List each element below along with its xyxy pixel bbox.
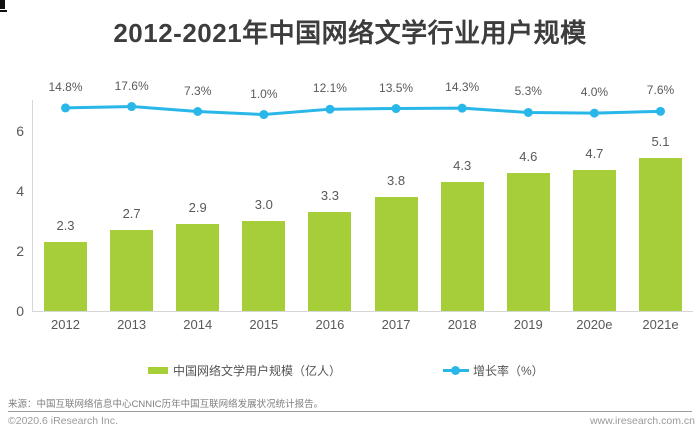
footer-copyright: ©2020.6 iResearch Inc. [8,415,118,427]
growth-label-2015: 1.0% [250,86,278,101]
growth-point-2012 [61,103,70,113]
growth-label-2021e: 7.6% [646,83,675,98]
bar-value-label-2017: 3.8 [387,173,406,188]
growth-point-2019 [523,107,533,117]
bar-value-label-2014: 2.9 [188,200,207,215]
bar-2016 [308,212,352,311]
bar-value-label-2018: 4.3 [453,158,472,173]
bar-value-label-2012: 2.3 [56,218,75,233]
growth-label-2018: 14.3% [445,80,480,95]
growth-label-2012: 14.8% [48,79,83,94]
x-axis-label-2016: 2016 [315,317,345,332]
legend: 中国网络文学用户规模（亿人） 增长率（%） [0,360,700,380]
bar-value-label-2013: 2.7 [122,206,141,221]
bar-2014 [176,224,220,311]
x-axis-label-2018: 2018 [447,317,477,332]
growth-label-2017: 13.5% [379,80,414,95]
chart-title: 2012-2021年中国网络文学行业用户规模 [113,18,587,48]
growth-point-2017 [391,104,401,114]
bar-2017 [374,197,418,311]
corner-artifact-line [0,10,7,12]
x-axis-label-2017: 2017 [381,317,411,332]
bar-value-label-2019: 4.6 [519,149,538,164]
bar-2013 [110,230,154,311]
legend-item-growth: 增长率（%） [443,360,544,380]
bar-2012 [44,242,87,311]
x-axis-label-2015: 2015 [249,317,279,332]
growth-label-2013: 17.6% [114,78,149,93]
y-axis-tick-label-6: 6 [16,123,24,139]
growth-label-2016: 12.1% [312,81,347,96]
growth-label-2020e: 4.0% [580,85,609,100]
corner-artifact-rect [0,0,5,9]
y-axis-line [32,100,33,311]
bar-value-label-2020e: 4.7 [585,146,604,161]
growth-label-2014: 7.3% [184,83,212,98]
growth-label-2019: 5.3% [514,84,542,99]
source-note: 来源：中国互联网络信息中心CNNIC历年中国互联网络发展状况统计报告。 [8,399,324,410]
bar-2018 [440,182,484,311]
bar-value-label-2015: 3.0 [254,197,273,212]
legend-label-users: 中国网络文学用户规模（亿人） [173,363,342,378]
bar-value-label-2016: 3.3 [320,188,339,203]
bar-2019 [506,173,550,311]
growth-point-2013 [127,102,137,112]
growth-point-2015 [259,110,269,120]
bar-2020e [572,170,616,311]
line-series-marker [443,365,469,375]
x-axis-label-2014: 2014 [183,317,213,332]
legend-label-growth: 增长率（%） [473,363,544,378]
growth-line [65,105,661,117]
growth-point-2014 [193,106,203,116]
x-axis-label-2013: 2013 [117,317,147,332]
line-series-marker-dot [451,365,460,375]
bar-series-swatch [148,366,168,374]
y-axis-tick-label-2: 2 [16,243,24,259]
footer-divider [8,411,692,412]
x-axis-label-2020e: 2020e [576,317,613,332]
x-axis-label-2021e: 2021e [642,317,679,332]
y-axis-tick-label-0: 0 [16,303,24,319]
x-axis-label-2012: 2012 [51,317,80,332]
growth-point-2020e [589,108,599,118]
footer-website: www.iresearch.com.cn [589,415,695,427]
bar-value-label-2021e: 5.1 [651,134,670,149]
growth-point-2021e [655,106,665,116]
x-axis-baseline [32,311,693,312]
bar-2021e [638,158,682,311]
legend-item-users: 中国网络文学用户规模（亿人） [148,360,341,380]
growth-point-2016 [325,104,335,114]
bar-2015 [242,221,286,311]
y-axis-tick-label-4: 4 [16,183,24,199]
x-axis-label-2019: 2019 [513,317,543,332]
growth-point-2018 [457,103,467,113]
